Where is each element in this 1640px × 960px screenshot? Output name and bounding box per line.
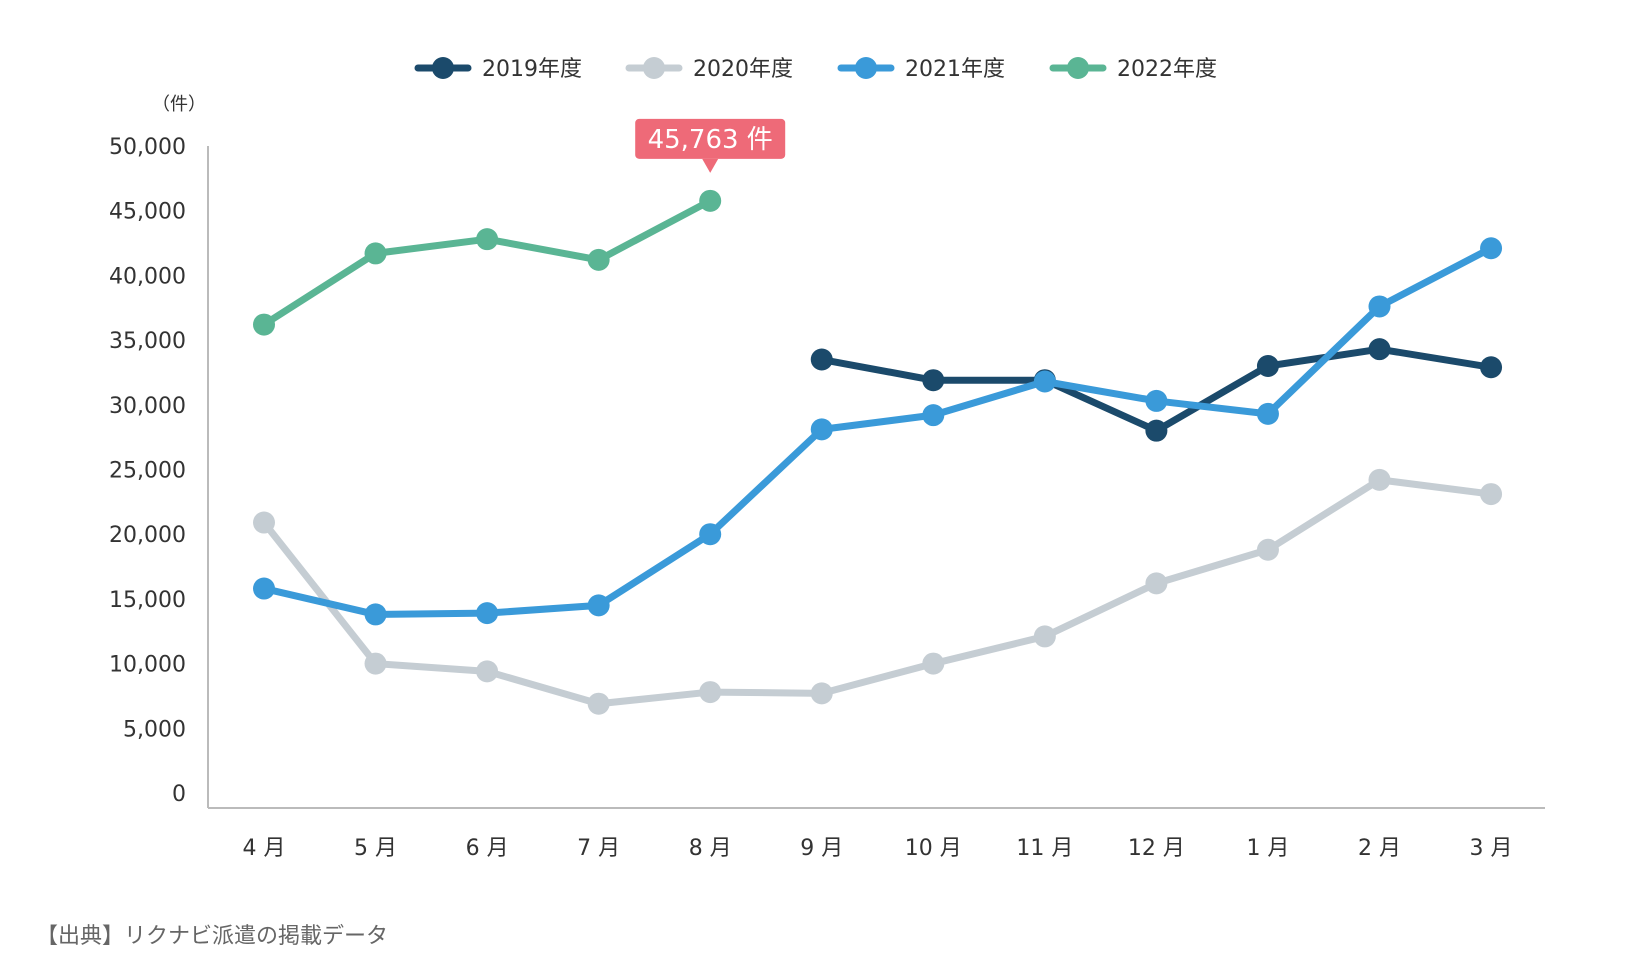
y-tick-label: 40,000 bbox=[109, 264, 186, 289]
data-point bbox=[1256, 402, 1279, 425]
x-tick-label: 3 月 bbox=[1470, 836, 1513, 861]
legend-swatch-marker bbox=[432, 57, 454, 79]
legend-item: 2022年度 bbox=[1049, 57, 1217, 82]
callout-label: 45,763 件 bbox=[648, 125, 773, 155]
data-point bbox=[587, 248, 610, 271]
x-tick-label: 8 月 bbox=[689, 836, 732, 861]
chart-axes bbox=[207, 146, 1545, 809]
data-point bbox=[699, 681, 722, 704]
data-point bbox=[587, 692, 610, 715]
data-point bbox=[1033, 370, 1056, 393]
source-note: 【出典】リクナビ派遣の掲載データ bbox=[36, 924, 389, 949]
chart-legend: 2019年度 2020年度 2021年度 2022年度 bbox=[414, 57, 1217, 82]
legend-item: 2020年度 bbox=[625, 57, 793, 82]
data-point bbox=[253, 313, 275, 336]
data-point bbox=[1480, 356, 1503, 379]
y-tick-label: 20,000 bbox=[109, 523, 186, 548]
data-point bbox=[253, 577, 275, 600]
data-point bbox=[364, 652, 387, 675]
y-tick-label: 5,000 bbox=[123, 717, 186, 742]
x-tick-labels: 4 月 5 月 6 月 7 月 8 月 9 月 10 月 11 月 12 月 1 月 2 月 3 月 bbox=[243, 836, 1513, 861]
series-line bbox=[260, 476, 1495, 708]
data-point bbox=[699, 523, 722, 546]
max-value-callout: 45,763 件 bbox=[635, 118, 786, 173]
y-tick-labels: 0 5,000 10,000 15,000 20,000 25,000 30,000 35,0… bbox=[109, 135, 186, 807]
legend-swatch-marker bbox=[643, 57, 665, 79]
data-point bbox=[253, 511, 275, 534]
x-tick-label: 11 月 bbox=[1016, 836, 1073, 861]
data-point bbox=[1256, 538, 1279, 561]
x-tick-label: 10 月 bbox=[905, 836, 962, 861]
x-tick-label: 2 月 bbox=[1358, 836, 1401, 861]
data-point bbox=[364, 242, 387, 265]
legend-label: 2021年度 bbox=[905, 57, 1005, 82]
x-tick-label: 9 月 bbox=[800, 836, 843, 861]
series-line bbox=[260, 244, 1495, 618]
data-point bbox=[364, 603, 387, 626]
y-tick-label: 45,000 bbox=[109, 200, 186, 225]
legend-swatch-marker bbox=[1067, 57, 1089, 79]
legend-item: 2021年度 bbox=[837, 57, 1005, 82]
y-axis-unit-label: （件） bbox=[152, 94, 206, 115]
x-tick-label: 5 月 bbox=[354, 836, 397, 861]
legend-label: 2019年度 bbox=[482, 57, 582, 82]
legend-label: 2022年度 bbox=[1117, 57, 1217, 82]
series-line bbox=[260, 197, 714, 329]
y-tick-label: 35,000 bbox=[109, 329, 186, 354]
legend-item: 2019年度 bbox=[414, 57, 582, 82]
x-tick-label: 4 月 bbox=[243, 836, 286, 861]
data-point bbox=[1145, 572, 1168, 595]
data-point bbox=[1368, 295, 1391, 318]
data-point bbox=[810, 418, 833, 441]
y-tick-label: 30,000 bbox=[109, 394, 186, 419]
data-point bbox=[1256, 354, 1279, 377]
x-tick-label: 1 月 bbox=[1246, 836, 1289, 861]
data-point bbox=[587, 594, 610, 617]
data-point bbox=[922, 652, 945, 675]
data-point bbox=[1480, 237, 1503, 260]
data-point bbox=[922, 369, 945, 392]
data-point bbox=[1145, 419, 1168, 442]
y-tick-label: 50,000 bbox=[109, 135, 186, 160]
data-point bbox=[810, 348, 833, 371]
series-2021年度 bbox=[253, 237, 1503, 626]
data-point bbox=[922, 404, 945, 427]
callout-box bbox=[635, 118, 786, 159]
data-point bbox=[476, 602, 499, 625]
series-2022年度 bbox=[253, 189, 722, 336]
x-tick-label: 6 月 bbox=[466, 836, 509, 861]
series-layer bbox=[253, 189, 1503, 715]
data-point bbox=[1368, 338, 1391, 361]
x-tick-label: 12 月 bbox=[1128, 836, 1185, 861]
data-point bbox=[1033, 625, 1056, 648]
y-tick-label: 25,000 bbox=[109, 459, 186, 484]
data-point bbox=[810, 682, 833, 705]
y-tick-label: 15,000 bbox=[109, 588, 186, 613]
callout-pointer bbox=[702, 158, 719, 173]
legend-swatch-marker bbox=[855, 57, 877, 79]
data-point bbox=[1480, 483, 1503, 506]
data-point bbox=[476, 660, 499, 683]
legend-label: 2020年度 bbox=[693, 57, 793, 82]
y-tick-label: 10,000 bbox=[109, 653, 186, 678]
series-2020年度 bbox=[253, 468, 1503, 715]
data-point bbox=[1368, 468, 1391, 491]
data-point bbox=[699, 189, 722, 212]
data-point bbox=[1145, 389, 1168, 412]
x-tick-label: 7 月 bbox=[577, 836, 620, 861]
y-tick-label: 0 bbox=[172, 782, 186, 807]
data-point bbox=[476, 228, 499, 251]
